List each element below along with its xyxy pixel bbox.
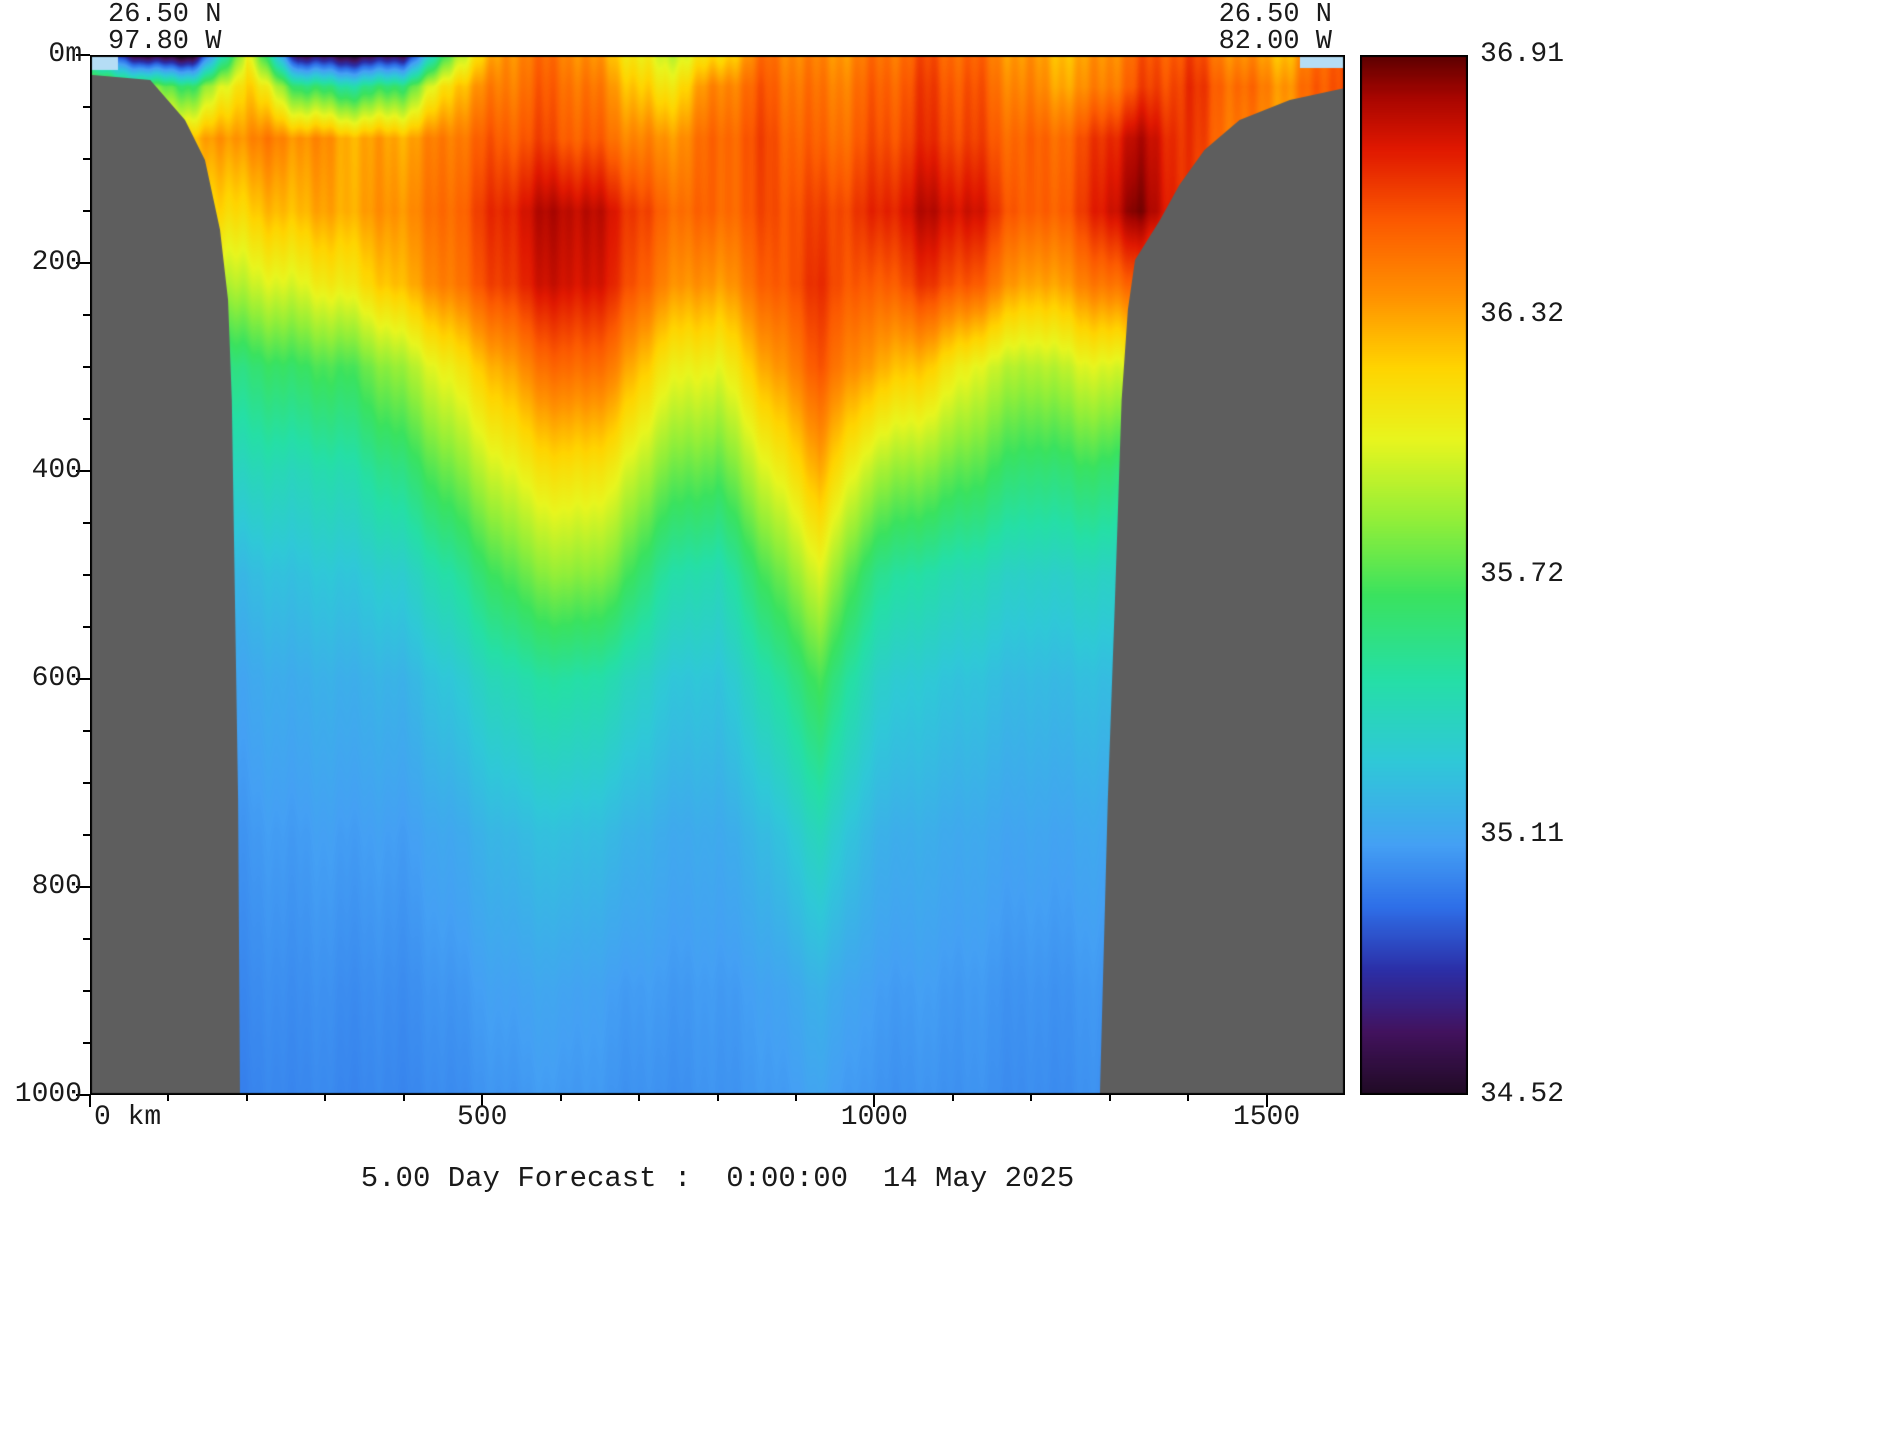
depth-minor-tick bbox=[83, 626, 90, 628]
distance-minor-tick bbox=[1108, 1095, 1111, 1101]
depth-major-tick bbox=[76, 54, 90, 56]
distance-minor-tick bbox=[245, 1095, 248, 1101]
section-start-coordinates: 26.50 N 97.80 W bbox=[108, 2, 221, 56]
depth-major-tick bbox=[76, 470, 90, 472]
distance-minor-tick bbox=[951, 1095, 954, 1101]
distance-major-tick bbox=[1265, 1095, 1268, 1107]
depth-tick-label: 800 bbox=[31, 871, 82, 902]
colorbar-tick-label: 35.72 bbox=[1480, 559, 1565, 590]
distance-minor-tick bbox=[324, 1095, 327, 1101]
distance-tick-label: 1500 bbox=[1232, 1102, 1301, 1133]
depth-minor-tick bbox=[83, 782, 90, 784]
end-longitude: 82.00 W bbox=[1218, 27, 1332, 57]
distance-minor-tick bbox=[638, 1095, 641, 1101]
depth-minor-tick bbox=[83, 158, 90, 160]
section-heatmap-canvas bbox=[90, 55, 1345, 1095]
distance-minor-tick bbox=[1187, 1095, 1190, 1101]
depth-major-tick bbox=[76, 678, 90, 680]
figure-title: 5.00 Day Forecast : 0:00:00 14 May 2025 bbox=[360, 1162, 1075, 1195]
depth-minor-tick bbox=[83, 834, 90, 836]
depth-minor-tick bbox=[83, 990, 90, 992]
depth-minor-tick bbox=[83, 522, 90, 524]
distance-major-tick bbox=[873, 1095, 876, 1107]
depth-minor-tick bbox=[83, 210, 90, 212]
depth-tick-label: 0m bbox=[48, 39, 82, 70]
depth-minor-tick bbox=[83, 1042, 90, 1044]
start-latitude: 26.50 N bbox=[108, 0, 222, 30]
colorbar bbox=[1360, 55, 1468, 1095]
colorbar-tick-label: 36.32 bbox=[1480, 299, 1565, 330]
distance-tick-label: 500 bbox=[456, 1102, 508, 1133]
colorbar-tick-label: 35.11 bbox=[1480, 819, 1565, 850]
distance-minor-tick bbox=[167, 1095, 170, 1101]
depth-minor-tick bbox=[83, 938, 90, 940]
depth-minor-tick bbox=[83, 366, 90, 368]
distance-minor-tick bbox=[1030, 1095, 1033, 1101]
depth-minor-tick bbox=[83, 730, 90, 732]
distance-major-tick bbox=[481, 1095, 484, 1107]
section-end-coordinates: 26.50 N 82.00 W bbox=[1202, 2, 1332, 56]
depth-minor-tick bbox=[83, 574, 90, 576]
colorbar-tick-label: 34.52 bbox=[1480, 1079, 1565, 1110]
depth-minor-tick bbox=[83, 106, 90, 108]
distance-minor-tick bbox=[716, 1095, 719, 1101]
distance-major-tick bbox=[89, 1095, 91, 1107]
depth-tick-label: 400 bbox=[31, 455, 82, 486]
start-longitude: 97.80 W bbox=[108, 27, 222, 57]
depth-major-tick bbox=[76, 262, 90, 264]
depth-major-tick bbox=[76, 1094, 90, 1096]
distance-minor-tick bbox=[794, 1095, 797, 1101]
distance-tick-label: 1000 bbox=[840, 1102, 908, 1133]
depth-minor-tick bbox=[83, 314, 90, 316]
depth-tick-label: 1000 bbox=[14, 1079, 82, 1110]
distance-minor-tick bbox=[402, 1095, 405, 1101]
colorbar-tick-label: 36.91 bbox=[1480, 39, 1565, 70]
distance-tick-label: 0 km bbox=[94, 1102, 162, 1133]
end-latitude: 26.50 N bbox=[1218, 0, 1332, 30]
depth-tick-label: 200 bbox=[31, 247, 82, 278]
depth-minor-tick bbox=[83, 418, 90, 420]
distance-minor-tick bbox=[559, 1095, 562, 1101]
depth-tick-label: 600 bbox=[31, 663, 82, 694]
depth-major-tick bbox=[76, 886, 90, 888]
